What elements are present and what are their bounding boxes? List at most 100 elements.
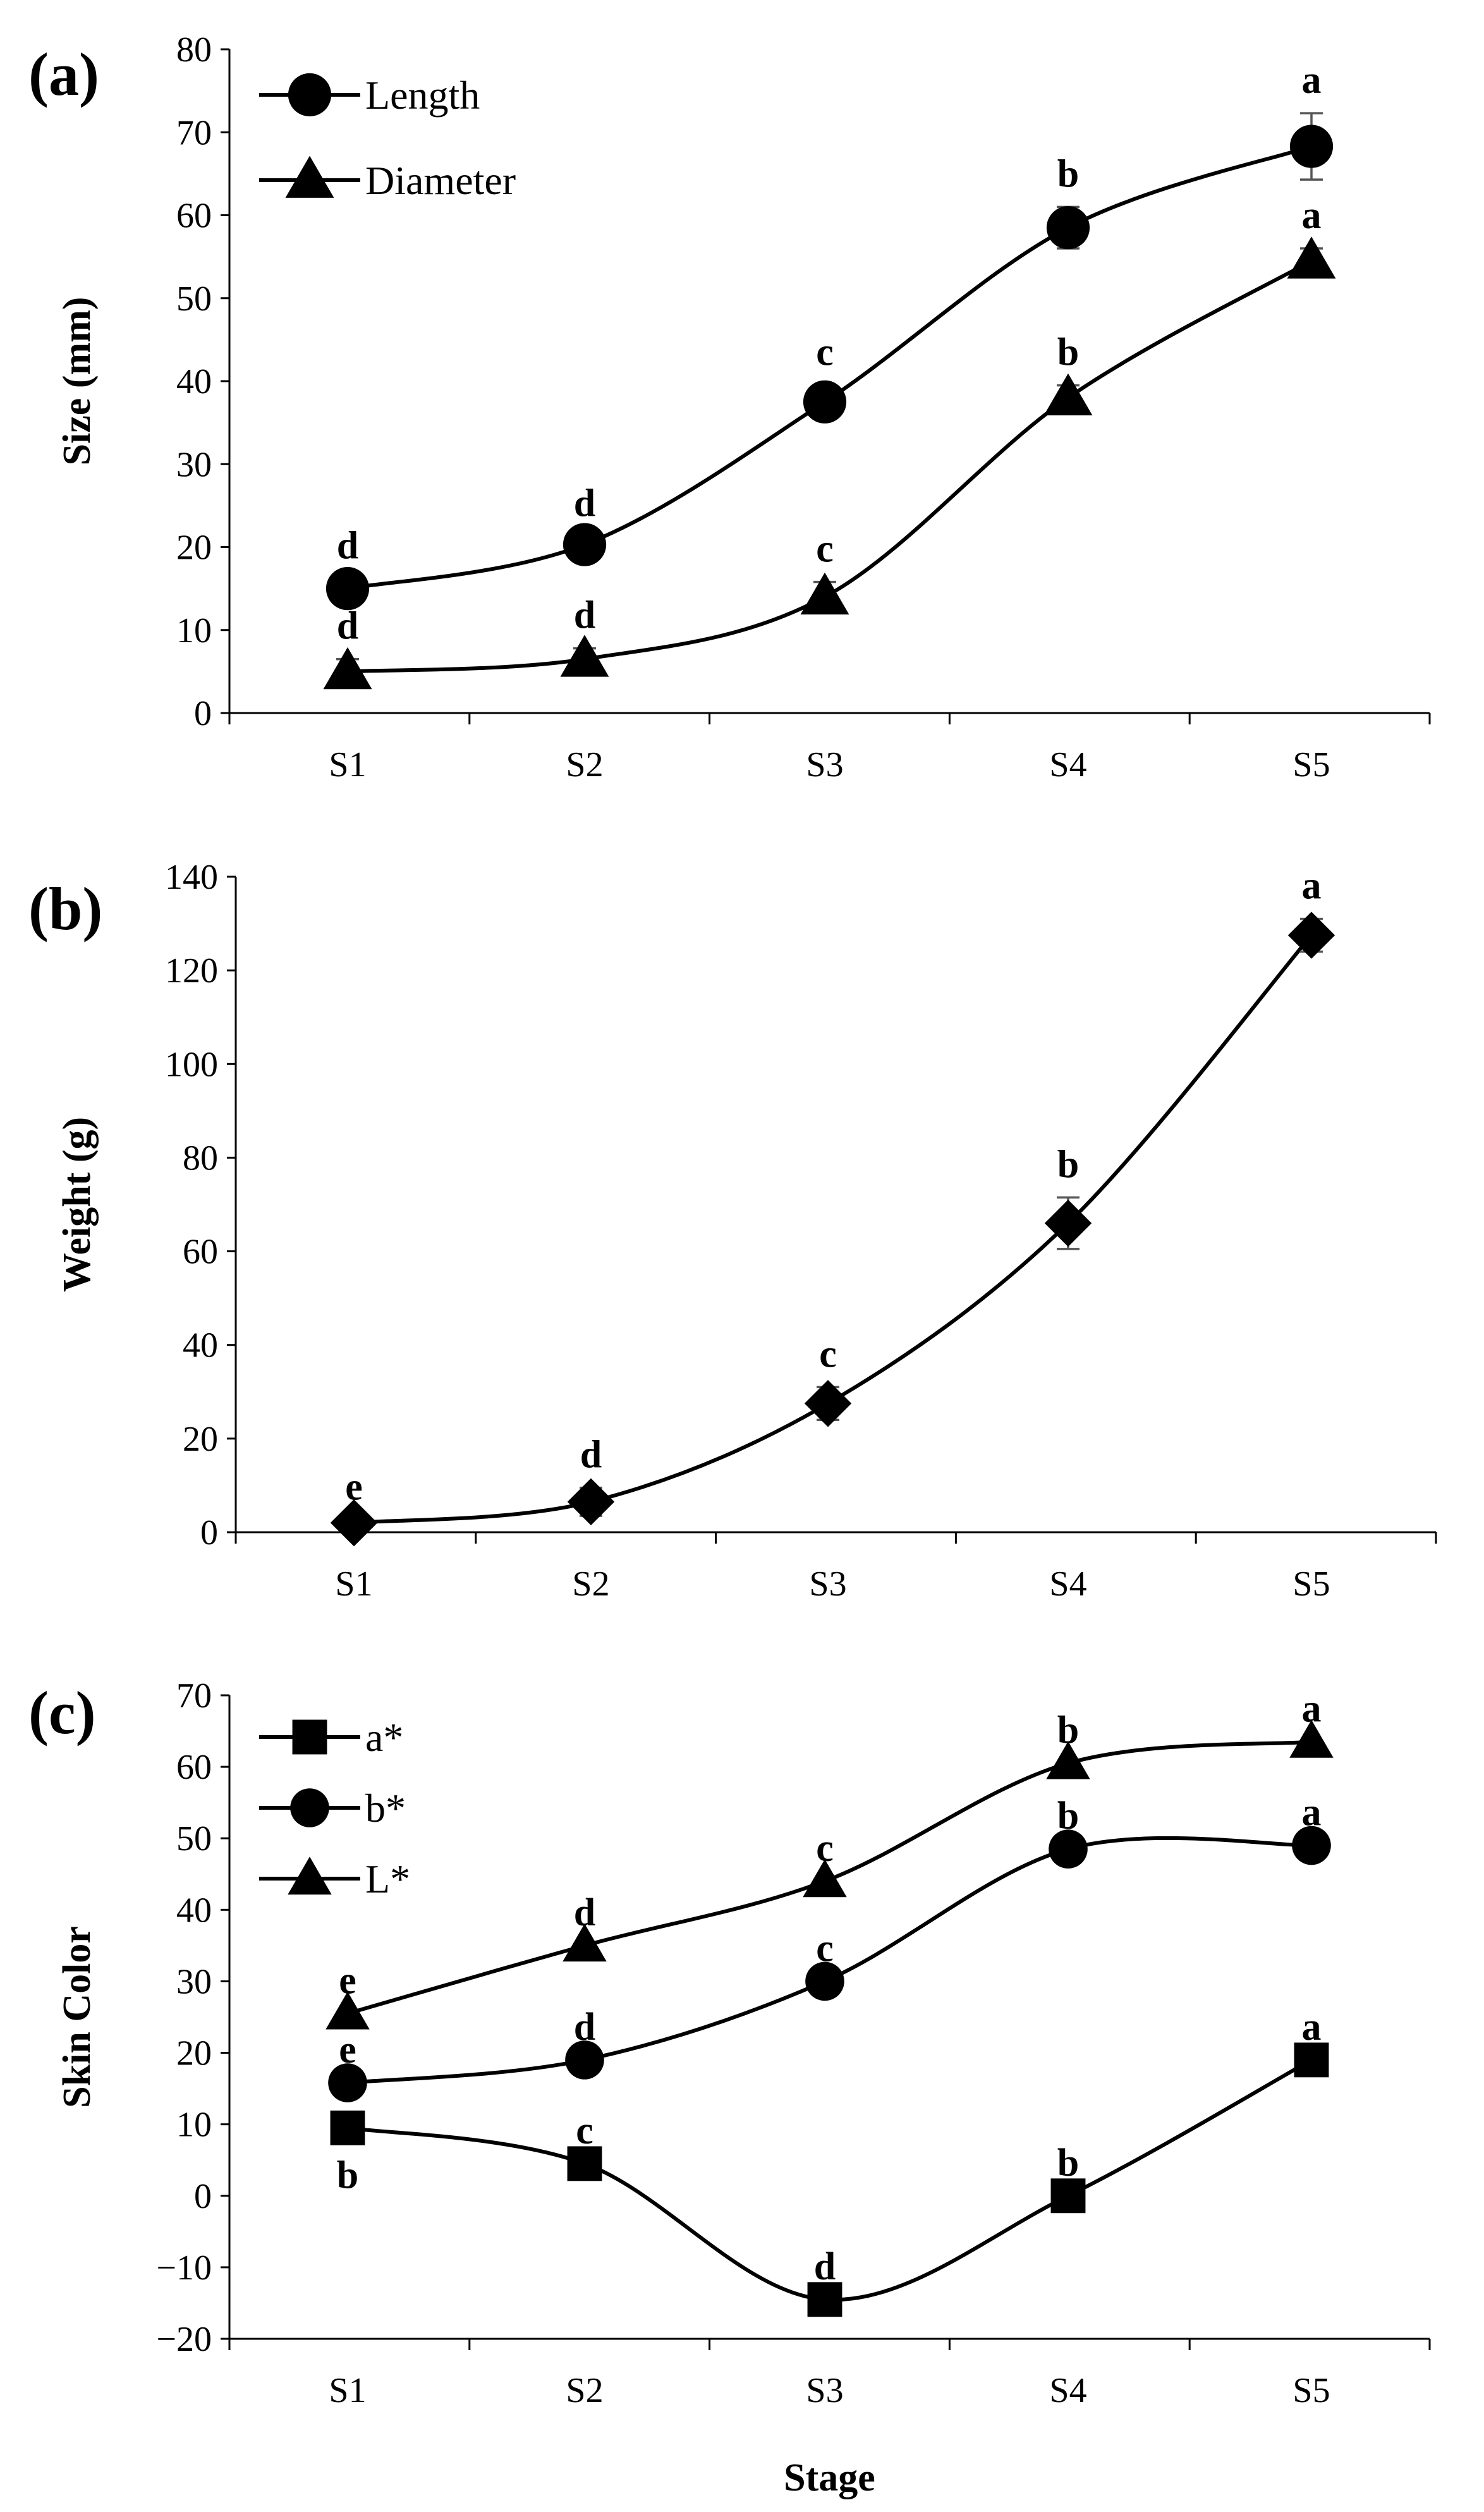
data-point — [803, 380, 847, 424]
y-tick-label: 50 — [176, 1819, 212, 1858]
data-point — [560, 635, 609, 677]
significance-letter: b — [1057, 1795, 1079, 1838]
significance-letter: b — [1057, 331, 1079, 374]
series-a-star: b c d b a — [330, 2006, 1329, 2317]
significance-letter: a — [1302, 865, 1322, 908]
significance-letter: b — [337, 2154, 358, 2197]
data-point — [323, 647, 372, 690]
significance-letter: e — [339, 2028, 356, 2071]
significance-letter: d — [337, 524, 358, 567]
y-tick-label: 50 — [176, 279, 212, 319]
significance-letter: a — [1302, 1688, 1322, 1731]
data-point — [565, 2040, 604, 2080]
significance-letter: a — [1302, 194, 1322, 237]
data-point — [567, 1478, 615, 1526]
significance-letter: a — [1302, 2006, 1322, 2049]
y-axis-title: Size (mm) — [56, 297, 99, 466]
y-tick-label: 120 — [165, 951, 218, 991]
y-tick-label: 40 — [183, 1326, 218, 1365]
data-point — [805, 1961, 844, 2001]
y-tick-label: 60 — [176, 197, 212, 236]
series-diameter: d d c b a — [323, 194, 1336, 690]
legend-marker — [285, 155, 334, 198]
panel-a-letter: (a) — [28, 40, 99, 108]
significance-letter: c — [576, 2109, 593, 2152]
y-tick-label: 70 — [176, 1676, 212, 1716]
y-tick-label: 60 — [183, 1233, 218, 1272]
y-axis-title: Skin Color — [56, 1926, 99, 2108]
data-point — [1287, 912, 1335, 959]
significance-letter: b — [1057, 1709, 1079, 1752]
data-point — [325, 1991, 370, 2030]
data-point — [804, 1380, 852, 1427]
y-tick-label: 20 — [183, 1420, 218, 1459]
x-tick-label: S1 — [335, 1564, 372, 1604]
data-point — [1044, 1199, 1092, 1247]
data-point — [803, 1859, 847, 1898]
significance-letter: c — [816, 1927, 834, 1970]
legend-label: a* — [365, 1715, 403, 1760]
legend-marker — [290, 1788, 329, 1827]
y-tick-label: 40 — [176, 362, 212, 401]
data-point — [1050, 2178, 1086, 2214]
x-tick-label: S2 — [566, 2371, 603, 2410]
data-point — [1049, 1829, 1088, 1869]
panel-c-letter: (c) — [28, 1679, 96, 1747]
data-point — [1046, 206, 1090, 250]
significance-letter: a — [1302, 59, 1322, 102]
y-axis-title: Weight (g) — [56, 1117, 99, 1292]
x-tick-label: S5 — [1292, 745, 1330, 784]
legend-marker — [292, 1719, 327, 1755]
y-tick-label: 10 — [176, 611, 212, 650]
legend-marker — [288, 73, 332, 117]
data-point — [1292, 1826, 1331, 1865]
series-length: d d c b a — [325, 59, 1334, 611]
series-line — [353, 934, 1313, 1525]
significance-letter: c — [816, 331, 834, 374]
x-tick-label: S4 — [1049, 1564, 1086, 1604]
y-tick-label: 20 — [176, 528, 212, 568]
x-tick-label: S4 — [1049, 745, 1086, 784]
legend-label: L* — [365, 1857, 410, 1901]
series-l-star: e d c b a — [325, 1688, 1334, 2030]
panel-a: (a) 0 10 20 30 40 50 60 70 80 S1 S2 S3 S4 S5 Size (mm) d… — [28, 30, 1431, 784]
y-tick-label: 0 — [194, 2177, 212, 2216]
y-tick-label: −20 — [156, 2320, 212, 2359]
series-line — [347, 259, 1313, 674]
y-tick-label: 100 — [165, 1045, 218, 1084]
panel-c: (c) −20 −10 0 10 20 30 40 50 60 70 S1 S2 S3 S4 S5 Skin C… — [28, 1676, 1431, 2499]
legend-item: b* — [259, 1786, 406, 1831]
data-point — [1046, 1741, 1090, 1779]
data-point — [1289, 1719, 1334, 1758]
significance-letter: b — [1057, 2142, 1079, 2185]
data-point — [1294, 2042, 1329, 2078]
y-tick-label: 10 — [176, 2106, 212, 2145]
legend-label: Diameter — [365, 158, 516, 203]
significance-letter: c — [816, 1827, 834, 1870]
significance-letter: d — [574, 1891, 595, 1934]
legend-item: Length — [259, 73, 480, 118]
series-weight: e d c b a — [330, 865, 1335, 1547]
data-point — [1043, 373, 1093, 416]
data-point — [1289, 125, 1334, 168]
significance-letter: b — [1057, 152, 1079, 195]
data-point — [567, 2146, 602, 2181]
significance-letter: c — [819, 1332, 837, 1375]
legend-label: b* — [365, 1786, 406, 1831]
data-point — [330, 2110, 365, 2145]
x-tick-label: S3 — [809, 1564, 846, 1604]
significance-letter: e — [339, 1959, 356, 2002]
significance-letter: d — [574, 2006, 595, 2049]
significance-letter: d — [580, 1434, 602, 1477]
x-tick-label: S4 — [1049, 2371, 1086, 2410]
legend-marker — [288, 1857, 332, 1895]
x-tick-label: S2 — [572, 1564, 609, 1604]
y-tick-label: 30 — [176, 445, 212, 484]
data-point — [563, 523, 607, 566]
data-point — [330, 1499, 378, 1547]
data-point — [800, 572, 849, 615]
data-point — [328, 2063, 367, 2102]
significance-letter: d — [337, 605, 358, 648]
y-tick-label: 0 — [194, 694, 212, 733]
significance-letter: c — [816, 528, 834, 571]
